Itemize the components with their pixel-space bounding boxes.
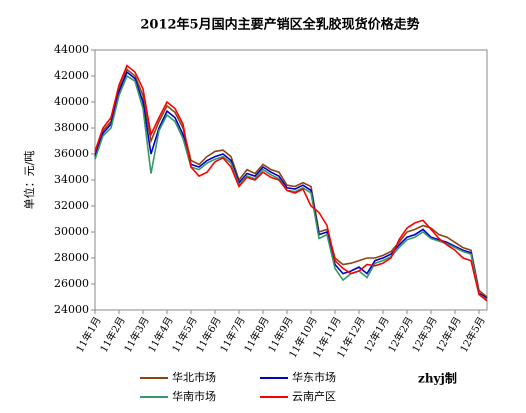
y-tick-label: 34000 (54, 173, 89, 186)
series-line (94, 70, 488, 299)
y-axis-label: 单位：元/吨 (22, 151, 36, 210)
legend-label: 云南产区 (292, 389, 336, 403)
y-tick-label: 42000 (54, 69, 89, 82)
legend-label: 华东市场 (292, 370, 336, 384)
y-tick-label: 30000 (54, 225, 89, 238)
y-tick-label: 40000 (54, 95, 89, 108)
annotation: zhyj制 (418, 371, 457, 386)
y-tick-label: 32000 (54, 199, 89, 212)
series-line (94, 64, 488, 302)
y-tick-label: 44000 (54, 43, 89, 56)
legend-label: 华南市场 (172, 389, 216, 403)
y-tick-label: 24000 (54, 303, 89, 316)
chart-title: 2012年5月国内主要产销区全乳胶现货价格走势 (140, 17, 419, 33)
y-tick-label: 36000 (54, 147, 89, 160)
plot-frame (94, 49, 488, 311)
y-tick-label: 28000 (54, 251, 89, 264)
y-tick-label: 26000 (54, 277, 89, 290)
y-tick-label: 38000 (54, 121, 89, 134)
series-line (94, 68, 488, 298)
legend-label: 华北市场 (172, 370, 216, 384)
